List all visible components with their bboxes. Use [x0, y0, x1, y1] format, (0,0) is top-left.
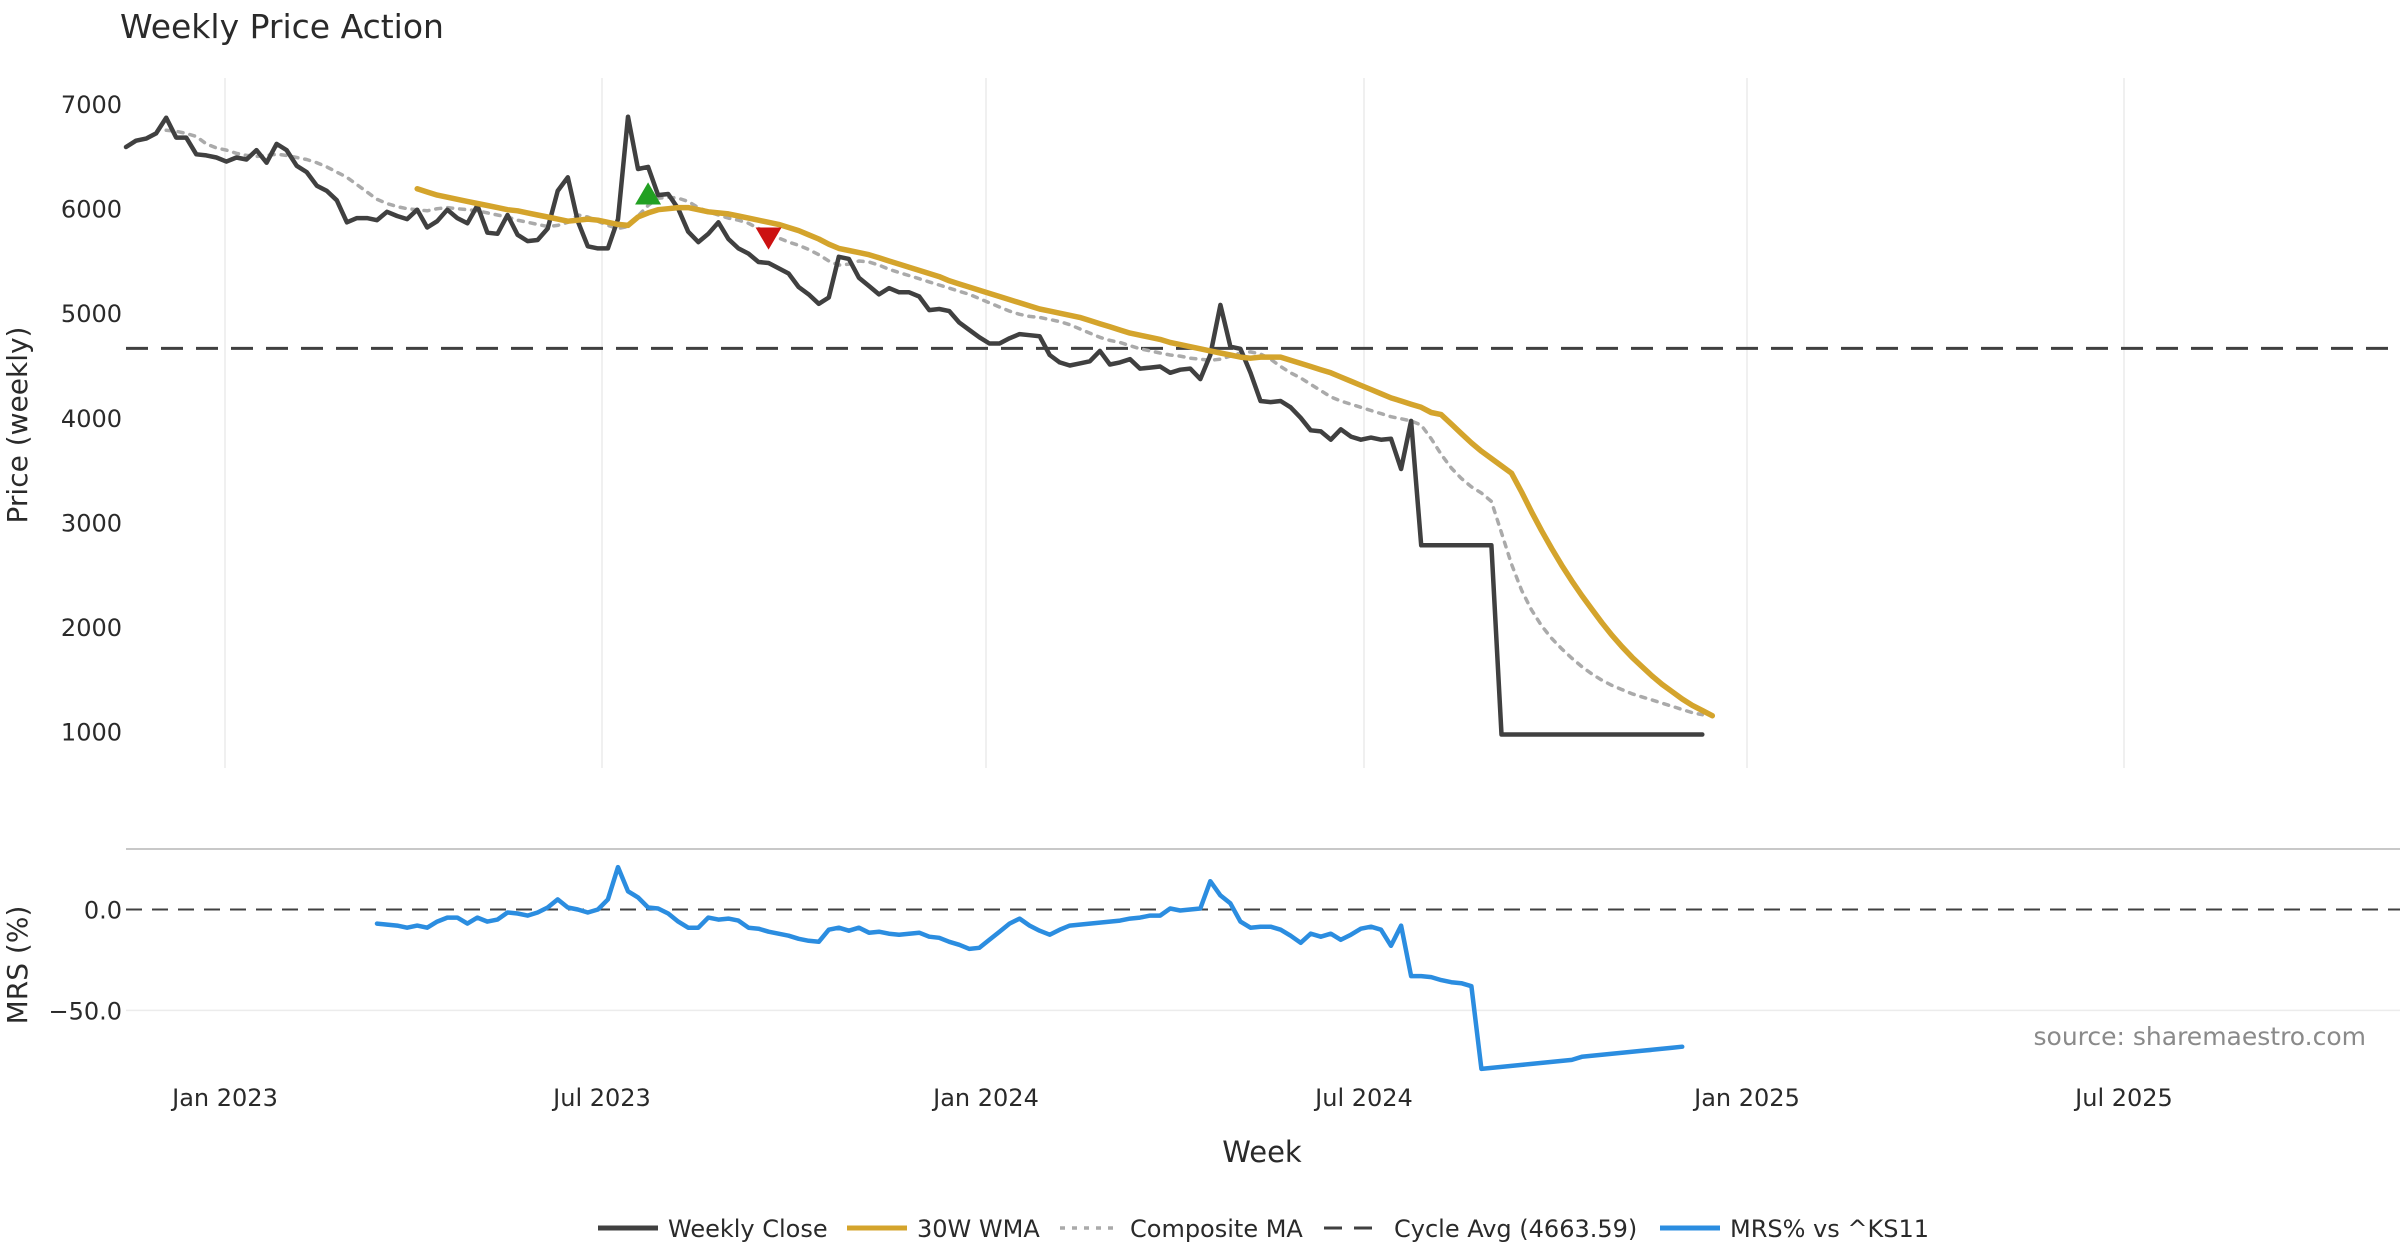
legend-label-mrs-vs-ks11: MRS% vs ^KS11 [1730, 1215, 1929, 1243]
legend-label-weekly-close: Weekly Close [668, 1215, 828, 1243]
chart-title: Weekly Price Action [120, 7, 444, 46]
x-tick-jul-2025: Jul 2025 [2073, 1084, 2173, 1112]
price-y-tick-1000: 1000 [61, 718, 122, 746]
price-y-tick-5000: 5000 [61, 300, 122, 328]
buy-signal-marker [635, 182, 662, 205]
legend-entry-mrs-vs-ks11: MRS% vs ^KS11 [1660, 1215, 1929, 1243]
price-y-tick-3000: 3000 [61, 509, 122, 537]
price-y-axis-label: Price (weekly) [1, 327, 34, 524]
legend: Weekly Close 30W WMA Composite MA Cycle Avg… [598, 1215, 1929, 1243]
series-30w-wma-line [414, 186, 1716, 719]
x-tick-jul-2023: Jul 2023 [551, 1084, 651, 1112]
legend-entry-cycle-avg-4663-59: Cycle Avg (4663.59) [1324, 1215, 1637, 1243]
x-tick-jul-2024: Jul 2024 [1313, 1084, 1413, 1112]
price-y-tick-2000: 2000 [61, 614, 122, 642]
legend-entry-weekly-close: Weekly Close [598, 1215, 828, 1243]
x-axis-label: Week [1222, 1135, 1302, 1169]
price-y-tick-4000: 4000 [61, 405, 122, 433]
price-gridlines [224, 78, 2125, 768]
mrs-y-axis-label: MRS (%) [1, 906, 34, 1025]
series-composite-ma-line [164, 128, 1705, 717]
legend-label-composite-ma: Composite MA [1130, 1215, 1303, 1243]
x-tick-jan-2024: Jan 2024 [931, 1084, 1039, 1112]
x-tick-labels: Jan 2023 Jul 2023 Jan 2024 Jul 2024 Jan 2025… [170, 1084, 2173, 1112]
mrs-y-tick-labels: 0.0 −50.0 [48, 896, 122, 1025]
series-weekly-close-line [123, 114, 1705, 737]
price-y-tick-7000: 7000 [61, 91, 122, 119]
legend-entry-30w-wma: 30W WMA [847, 1215, 1040, 1243]
sell-signal-marker [755, 227, 782, 250]
price-y-tick-labels: 1000 2000 3000 4000 5000 6000 7000 [61, 91, 122, 746]
mrs-y-tick-50: −50.0 [48, 997, 122, 1025]
mrs-series-group [374, 864, 1685, 1072]
price-series-group [123, 114, 1716, 737]
signal-markers [635, 182, 782, 250]
series-mrs-vs-ks11-line [374, 864, 1685, 1072]
legend-label-30w-wma: 30W WMA [917, 1215, 1040, 1243]
legend-label-cycle-avg-4663-59: Cycle Avg (4663.59) [1394, 1215, 1637, 1243]
legend-entry-composite-ma: Composite MA [1060, 1215, 1303, 1243]
x-tick-jan-2023: Jan 2023 [170, 1084, 278, 1112]
x-tick-jan-2025: Jan 2025 [1692, 1084, 1800, 1112]
price-y-tick-6000: 6000 [61, 196, 122, 224]
source-note: source: sharemaestro.com [2034, 1022, 2367, 1051]
mrs-y-tick-0: 0.0 [84, 896, 122, 924]
